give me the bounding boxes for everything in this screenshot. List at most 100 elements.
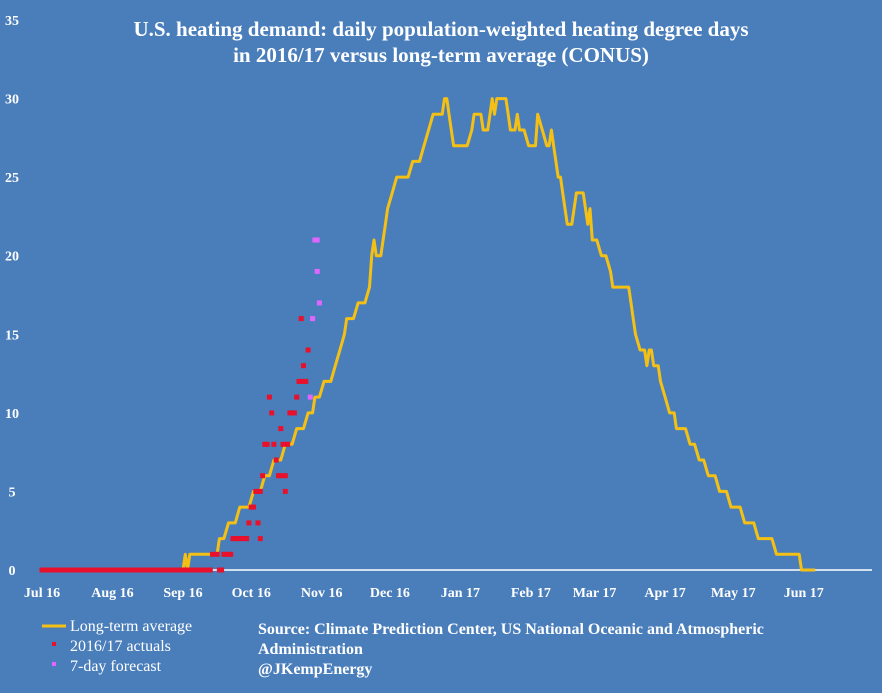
actuals-point-25 [153,567,159,573]
actuals-point-72 [285,441,291,447]
actuals-point-7 [71,567,77,573]
chart-title-line-1: U.S. heating demand: daily population-we… [133,17,748,41]
source-handle: @JKempEnergy [258,661,372,678]
actuals-point-26 [157,567,163,573]
x-tick-label-11: Jun 17 [784,586,824,601]
actuals-point-76 [294,394,300,400]
actuals-point-65 [273,457,279,463]
actuals-point-37 [207,567,213,573]
actuals-point-51 [244,536,250,542]
forecast-series [307,237,322,400]
actuals-point-9 [80,567,86,573]
actuals-point-13 [98,567,104,573]
x-tick-label-7: Feb 17 [511,586,551,601]
actuals-point-0 [39,567,45,573]
long-term-average-series [42,97,816,572]
actuals-point-58 [257,488,263,494]
actuals-point-55 [253,488,259,494]
source-line-1: Source: Climate Prediction Center, US Na… [258,621,764,638]
actuals-point-63 [269,410,275,416]
actuals-point-41 [219,567,225,573]
y-tick-label-4: 20 [5,250,19,265]
actuals-point-70 [282,473,288,479]
x-tick-label-4: Nov 16 [301,586,343,601]
actuals-point-52 [246,520,252,526]
y-tick-label-7: 35 [5,14,19,29]
actuals-point-3 [53,567,59,573]
actuals-point-56 [255,520,261,526]
y-tick-label-3: 15 [5,328,19,343]
actuals-point-79 [298,316,304,322]
x-tick-label-3: Oct 16 [232,586,271,601]
actuals-point-15 [107,567,113,573]
x-tick-label-9: Apr 17 [644,586,685,601]
actuals-point-36 [203,567,209,573]
actuals-point-80 [301,363,306,369]
actuals-point-39 [214,551,220,557]
actuals-point-44 [228,551,234,557]
actuals-point-67 [278,473,284,479]
actuals-point-21 [135,567,140,573]
x-tick-label-5: Dec 16 [370,586,410,601]
forecast-point-3 [314,237,320,243]
legend-forecast-label: 7-day forecast [70,658,162,675]
y-tick-label-6: 30 [5,93,19,108]
actuals-point-4 [57,567,63,573]
actuals-point-11 [89,567,95,573]
actuals-point-82 [305,347,311,353]
legend-actuals-label: 2016/17 actuals [70,638,171,655]
x-tick-label-8: Mar 17 [573,586,617,601]
actuals-point-10 [85,567,90,573]
actuals-point-31 [180,567,186,573]
actuals-point-5 [62,567,68,573]
x-tick-label-6: Jan 17 [441,586,480,601]
actuals-point-68 [278,426,284,432]
actuals-point-78 [298,378,304,384]
x-axis-ticks: Jul 16 Aug 16 Sep 16 Oct 16 Nov 16 Dec 16 Jan … [24,586,824,601]
actuals-point-57 [257,536,263,542]
actuals-point-23 [144,567,150,573]
actuals-point-38 [210,551,215,557]
actuals-point-81 [303,378,309,384]
actuals-point-59 [260,473,266,479]
y-tick-label-0: 0 [9,564,16,579]
actuals-point-32 [185,567,190,573]
actuals-point-62 [266,394,272,400]
forecast-point-0 [307,394,313,400]
actuals-point-29 [171,567,177,573]
legend: Long-term average 2016/17 actuals 7-day … [42,618,192,675]
actuals-point-64 [271,441,277,447]
actuals-point-24 [148,567,154,573]
x-tick-label-10: May 17 [711,586,756,601]
legend-forecast-swatch [52,662,56,666]
actuals-point-34 [194,567,200,573]
long-term-average-line [42,97,816,572]
actuals-point-71 [282,488,288,494]
forecast-point-5 [316,300,322,306]
actuals-point-16 [112,567,118,573]
actuals-point-30 [175,567,181,573]
source-note: Source: Climate Prediction Center, US Na… [258,621,764,678]
actuals-point-20 [130,567,136,573]
y-tick-label-2: 10 [5,407,19,422]
legend-average-label: Long-term average [70,618,192,635]
actuals-point-69 [280,441,286,447]
actuals-series [39,316,311,573]
actuals-point-6 [66,567,72,573]
source-line-2: Administration [258,641,363,658]
actuals-point-42 [221,551,227,557]
x-tick-label-2: Sep 16 [163,586,202,601]
y-axis-ticks: 0 5 10 15 20 25 30 35 [5,14,19,579]
actuals-point-54 [251,504,256,510]
actuals-point-61 [264,441,270,447]
actuals-point-2 [48,567,54,573]
actuals-point-33 [189,567,195,573]
actuals-point-19 [125,567,131,573]
actuals-point-35 [198,567,204,573]
actuals-point-75 [291,410,297,416]
actuals-point-8 [75,567,81,573]
actuals-point-1 [44,567,49,573]
actuals-point-18 [121,567,127,573]
actuals-point-17 [116,567,122,573]
